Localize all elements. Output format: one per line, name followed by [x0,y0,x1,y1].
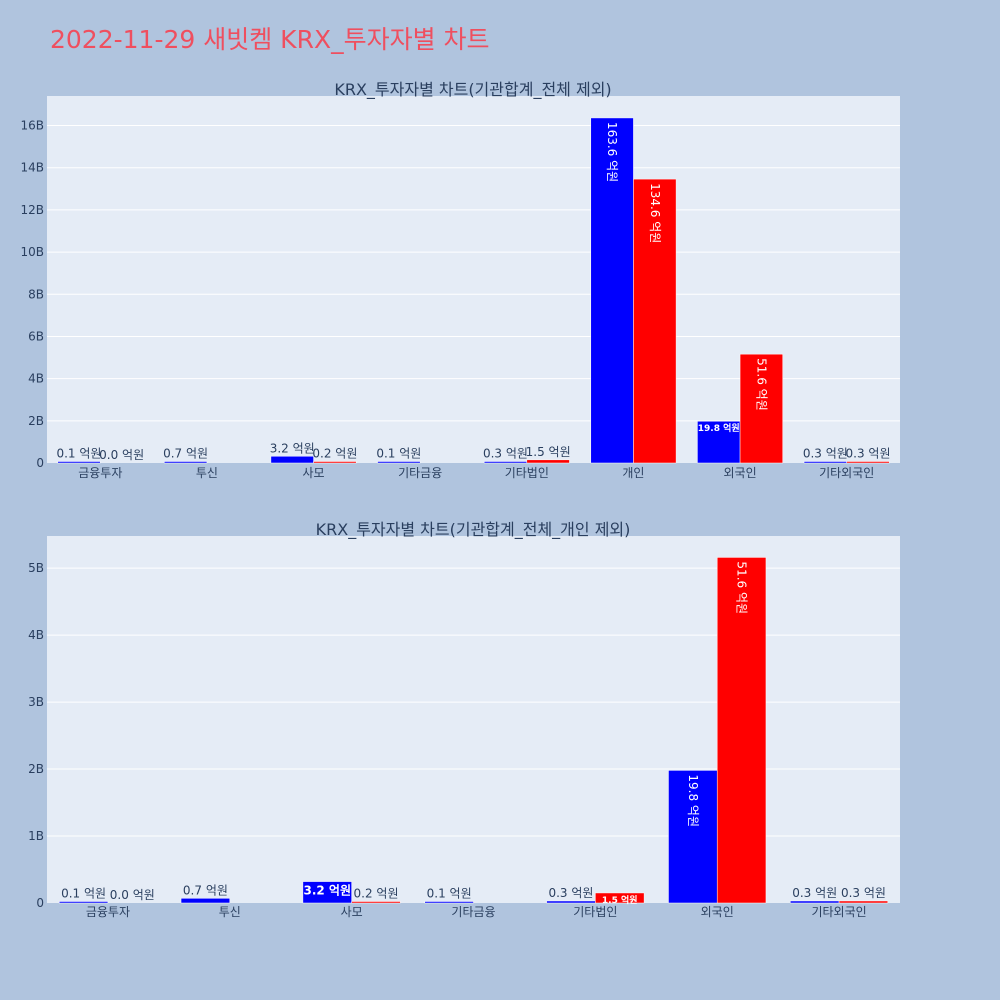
bar-red [633,178,677,464]
y-tick-label: 1B [28,829,44,843]
x-tick-label: 외국인 [724,466,757,480]
bar-blue [668,770,718,904]
y-tick-label: 3B [28,695,44,709]
y-tick-label: 2B [28,762,44,776]
y-tick-label: 10B [20,245,44,259]
y-tick-label: 8B [28,287,44,301]
bar-value-label: 0.1 억원 [56,447,101,461]
y-tick-label: 12B [20,203,44,217]
bar-value-label: 0.3 억원 [792,886,837,900]
bar-blue [803,461,847,464]
bar-value-label: 3.2 억원 [304,884,352,898]
bar-blue [302,881,352,904]
bar-value-label: 0.0 억원 [110,888,155,902]
bar-blue [790,900,840,904]
x-tick-label: 개인 [622,466,644,480]
bar-red [526,459,570,464]
y-tick-label: 16B [20,119,44,133]
bar-red [351,901,401,904]
bar-red [313,461,357,464]
x-tick-label: 기타법인 [505,466,549,480]
bar-value-label: 0.7 억원 [183,883,228,897]
bar-blue [483,461,528,464]
bar-value-label: 19.8 억원 [686,774,700,827]
y-tick-label: 0 [36,456,44,470]
x-tick-label: 기타외국인 [811,905,866,919]
x-tick-label: 기타금융 [398,466,442,480]
x-tick-label: 외국인 [701,905,734,919]
bar-value-label: 0.0 억원 [99,448,144,462]
chart-2-title: KRX_투자자별 차트(기관합계_전체_개인 제외) [316,520,631,540]
x-tick-label: 금융투자 [86,905,130,919]
bar-value-label: 0.3 억원 [803,447,848,461]
x-tick-label: 투신 [196,466,218,480]
y-tick-label: 0 [36,896,44,910]
bar-value-label: 0.2 억원 [312,447,357,461]
bar-blue [424,901,474,904]
y-tick-label: 6B [28,329,44,343]
y-tick-label: 5B [28,561,44,575]
y-tick-label: 4B [28,372,44,386]
x-tick-label: 기타법인 [573,905,617,919]
bar-blue [270,456,314,464]
bar-blue [377,461,421,464]
bar-red [716,557,767,904]
chart-1-title: KRX_투자자별 차트(기관합계_전체 제외) [334,80,611,100]
bar-value-label: 51.6 억원 [735,561,749,614]
plot-area [47,536,900,903]
y-tick-label: 14B [20,161,44,175]
bar-value-label: 1.5 억원 [526,445,571,459]
bar-blue [546,900,596,904]
y-tick-label: 2B [28,414,44,428]
bar-value-label: 134.6 억원 [648,183,662,243]
x-tick-label: 기타금융 [451,905,495,919]
bar-value-label: 0.1 억원 [376,447,421,461]
bar-red [739,353,783,464]
x-tick-label: 사모 [303,466,325,480]
bar-value-label: 3.2 억원 [270,441,315,455]
x-tick-label: 기타외국인 [819,466,874,480]
bar-red [838,900,889,904]
bar-value-label: 0.3 억원 [841,886,886,900]
bar-value-label: 0.3 억원 [846,447,891,461]
bar-blue [164,461,208,464]
y-tick-label: 4B [28,628,44,642]
bar-blue [57,461,101,464]
bar-blue [58,901,109,904]
bar-red [595,892,645,904]
bar-value-label: 0.1 억원 [427,887,472,901]
bar-value-label: 19.8 억원 [698,422,740,434]
bar-value-label: 0.3 억원 [548,886,593,900]
bar-value-label: 0.7 억원 [163,447,208,461]
bar-value-label: 0.2 억원 [354,887,399,901]
page-title: 2022-11-29 새빗켐 KRX_투자자별 차트 [50,25,490,54]
bar-value-label: 51.6 억원 [754,358,768,411]
bar-value-label: 1.5 억원 [602,894,638,906]
bar-blue [180,898,231,904]
bar-value-label: 0.3 억원 [483,447,528,461]
bar-value-label: 163.6 억원 [605,122,619,182]
bar-value-label: 0.1 억원 [61,887,106,901]
chart-2: 0 1B 2B 3B 4B 5B 0.1 억원 0.7 억원 3.2 억원 0.1 억원 0.3 억… [28,520,900,919]
x-tick-label: 사모 [341,905,363,919]
x-tick-label: 금융투자 [78,466,122,480]
bar-red [846,461,890,464]
x-tick-label: 투신 [219,905,241,919]
